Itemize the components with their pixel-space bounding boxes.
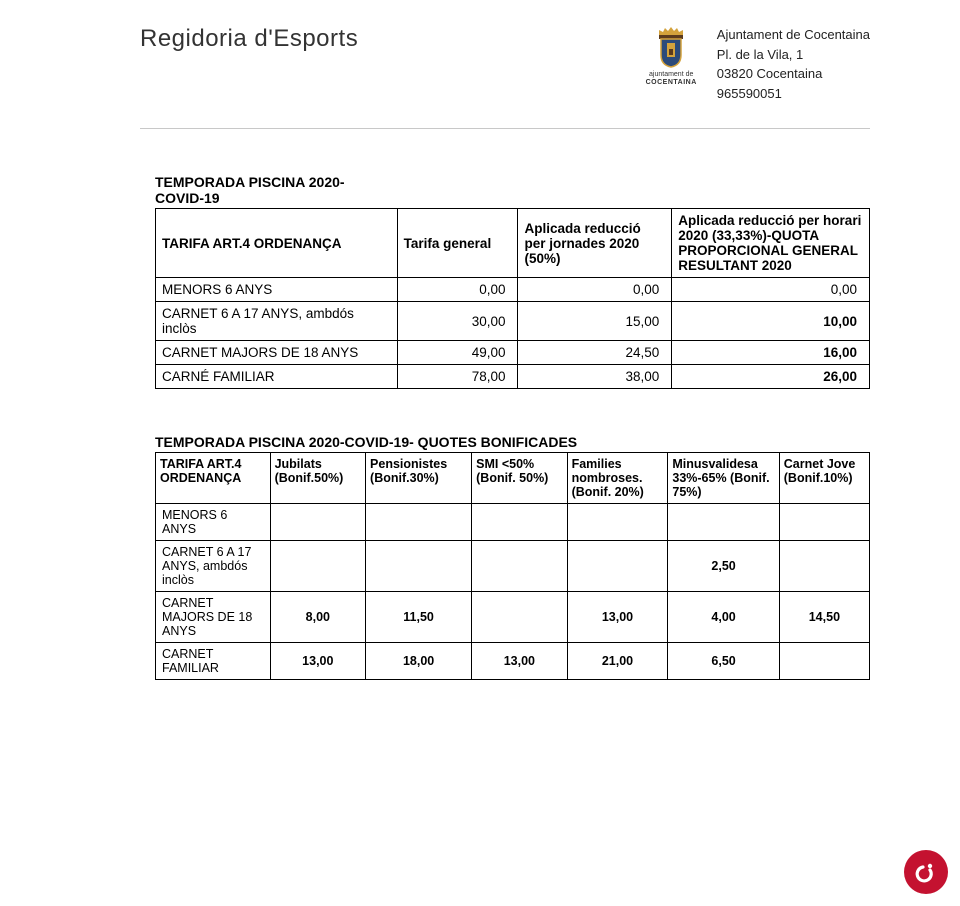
cell: 13,00: [270, 643, 365, 680]
cell: 21,00: [567, 643, 668, 680]
cell: [366, 504, 472, 541]
address-line: 965590051: [717, 84, 870, 104]
logo-sub-line1: ajuntament de: [646, 71, 697, 79]
table-row: CARNET 6 A 17 ANYS, ambdós inclòs 30,00 …: [156, 302, 870, 341]
cell: 0,00: [518, 278, 672, 302]
cell: [366, 541, 472, 592]
table-row: CARNET MAJORS DE 18 ANYS 8,00 11,50 13,0…: [156, 592, 870, 643]
cell: [779, 643, 869, 680]
table-row: CARNET 6 A 17 ANYS, ambdós inclòs 2,50: [156, 541, 870, 592]
tariff-table-1: TARIFA ART.4 ORDENANÇA Tarifa general Ap…: [155, 208, 870, 389]
address-block: Ajuntament de Cocentaina Pl. de la Vila,…: [717, 25, 870, 103]
cell: [472, 504, 567, 541]
row-label: CARNET 6 A 17 ANYS, ambdós inclòs: [156, 302, 398, 341]
row-label: CARNET 6 A 17 ANYS, ambdós inclòs: [156, 541, 271, 592]
col-header: Aplicada reducció per horari 2020 (33,33…: [672, 209, 870, 278]
col-header: SMI <50% (Bonif. 50%): [472, 453, 567, 504]
table-row: MENORS 6 ANYS 0,00 0,00 0,00: [156, 278, 870, 302]
logo-subtitle: ajuntament de COCENTAINA: [646, 71, 697, 86]
cell: 0,00: [397, 278, 518, 302]
table-header-row: TARIFA ART.4 ORDENANÇA Jubilats (Bonif.5…: [156, 453, 870, 504]
table-row: CARNET FAMILIAR 13,00 18,00 13,00 21,00 …: [156, 643, 870, 680]
cell: [567, 541, 668, 592]
col-header: Carnet Jove (Bonif.10%): [779, 453, 869, 504]
col-header: Tarifa general: [397, 209, 518, 278]
cell: [472, 541, 567, 592]
cell: 38,00: [518, 365, 672, 389]
col-header: Jubilats (Bonif.50%): [270, 453, 365, 504]
content-area: TEMPORADA PISCINA 2020- COVID-19 TARIFA …: [0, 129, 960, 680]
row-label: MENORS 6 ANYS: [156, 278, 398, 302]
cell: 15,00: [518, 302, 672, 341]
row-label: CARNÉ FAMILIAR: [156, 365, 398, 389]
table2-title: TEMPORADA PISCINA 2020-COVID-19- QUOTES …: [155, 434, 870, 450]
table1-section: TEMPORADA PISCINA 2020- COVID-19 TARIFA …: [155, 174, 870, 389]
col-header: Pensionistes (Bonif.30%): [366, 453, 472, 504]
table-row: CARNET MAJORS DE 18 ANYS 49,00 24,50 16,…: [156, 341, 870, 365]
page-title: Regidoria d'Esports: [140, 25, 646, 53]
row-label: MENORS 6 ANYS: [156, 504, 271, 541]
col-header: Minusvalidesa 33%-65% (Bonif. 75%): [668, 453, 779, 504]
cell: 26,00: [672, 365, 870, 389]
cell: [668, 504, 779, 541]
cell: 4,00: [668, 592, 779, 643]
cell: 13,00: [472, 643, 567, 680]
cell: 24,50: [518, 341, 672, 365]
row-label: CARNET MAJORS DE 18 ANYS: [156, 341, 398, 365]
table-row: CARNÉ FAMILIAR 78,00 38,00 26,00: [156, 365, 870, 389]
logo-sub-line2: COCENTAINA: [646, 79, 697, 87]
crest-icon: [647, 25, 695, 69]
title-text: COVID-19: [155, 190, 220, 206]
address-line: Pl. de la Vila, 1: [717, 45, 870, 65]
row-label: CARNET MAJORS DE 18 ANYS: [156, 592, 271, 643]
col-header: Aplicada reducció per jornades 2020 (50%…: [518, 209, 672, 278]
address-line: Ajuntament de Cocentaina: [717, 25, 870, 45]
cell: 30,00: [397, 302, 518, 341]
logo-block: ajuntament de COCENTAINA: [646, 25, 697, 86]
cell: [270, 541, 365, 592]
cell: 16,00: [672, 341, 870, 365]
cell: 8,00: [270, 592, 365, 643]
cell: [779, 504, 869, 541]
cell: 14,50: [779, 592, 869, 643]
table-row: MENORS 6 ANYS: [156, 504, 870, 541]
cell: 78,00: [397, 365, 518, 389]
col-header: TARIFA ART.4 ORDENANÇA: [156, 453, 271, 504]
brand-badge: [904, 850, 948, 894]
col-header: TARIFA ART.4 ORDENANÇA: [156, 209, 398, 278]
address-line: 03820 Cocentaina: [717, 64, 870, 84]
col-header: Families nombroses. (Bonif. 20%): [567, 453, 668, 504]
cell: [567, 504, 668, 541]
cell: 11,50: [366, 592, 472, 643]
title-text: TEMPORADA PISCINA 2020-: [155, 174, 345, 190]
document-header: Regidoria d'Esports ajuntament de COCENT…: [0, 0, 960, 118]
cell: 2,50: [668, 541, 779, 592]
cell: 49,00: [397, 341, 518, 365]
cell: 6,50: [668, 643, 779, 680]
cell: 13,00: [567, 592, 668, 643]
table1-title: TEMPORADA PISCINA 2020- COVID-19: [155, 174, 870, 206]
brand-badge-icon: [914, 860, 938, 884]
cell: [270, 504, 365, 541]
cell: 0,00: [672, 278, 870, 302]
table-header-row: TARIFA ART.4 ORDENANÇA Tarifa general Ap…: [156, 209, 870, 278]
cell: 18,00: [366, 643, 472, 680]
cell: 10,00: [672, 302, 870, 341]
cell: [779, 541, 869, 592]
tariff-table-2: TARIFA ART.4 ORDENANÇA Jubilats (Bonif.5…: [155, 452, 870, 680]
cell: [472, 592, 567, 643]
table2-section: TEMPORADA PISCINA 2020-COVID-19- QUOTES …: [155, 434, 870, 680]
row-label: CARNET FAMILIAR: [156, 643, 271, 680]
